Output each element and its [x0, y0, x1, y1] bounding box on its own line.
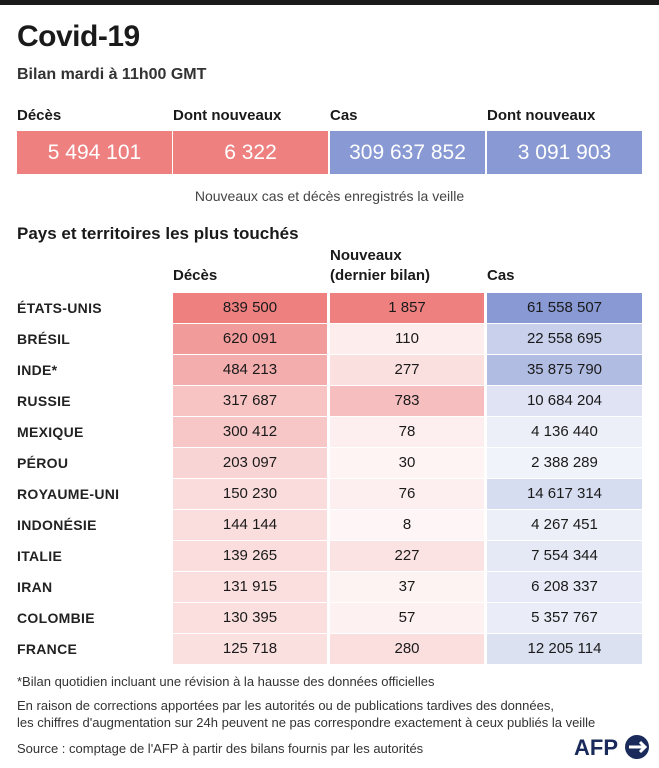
deaths-cell: 125 718	[173, 634, 327, 664]
country-label: PÉROU	[17, 455, 69, 471]
column-header-deaths: Décès	[173, 267, 218, 284]
table-row: ROYAUME-UNI 150 230 76 14 617 314	[0, 479, 659, 510]
column-header-new: Nouveaux (dernier bilan)	[330, 246, 430, 286]
summary-label-cases: Cas	[330, 107, 358, 124]
table-row: RUSSIE 317 687 783 10 684 204	[0, 386, 659, 417]
summary-label-deaths: Décès	[17, 107, 62, 124]
summary-value-cases: 309 637 852	[330, 131, 485, 174]
country-label: ÉTATS-UNIS	[17, 300, 102, 316]
cases-cell: 22 558 695	[487, 324, 642, 354]
country-label: COLOMBIE	[17, 610, 95, 626]
cases-cell: 4 267 451	[487, 510, 642, 540]
country-label: ITALIE	[17, 548, 63, 564]
deaths-cell: 300 412	[173, 417, 327, 447]
footnote-corrections-1: En raison de corrections apportées par l…	[17, 698, 554, 713]
table-row: INDE* 484 213 277 35 875 790	[0, 355, 659, 386]
country-label: MEXIQUE	[17, 424, 84, 440]
table-row: BRÉSIL 620 091 110 22 558 695	[0, 324, 659, 355]
table-row: INDONÉSIE 144 144 8 4 267 451	[0, 510, 659, 541]
new-cell: 57	[330, 603, 484, 633]
afp-logo-text: AFP	[574, 735, 618, 760]
afp-logo-icon: AFP	[574, 735, 649, 760]
deaths-cell: 203 097	[173, 448, 327, 478]
deaths-cell: 144 144	[173, 510, 327, 540]
cases-cell: 10 684 204	[487, 386, 642, 416]
cases-cell: 12 205 114	[487, 634, 642, 664]
column-header-new-line2: (dernier bilan)	[330, 267, 431, 284]
table-row: COLOMBIE 130 395 57 5 357 767	[0, 603, 659, 634]
summary-value-new-cases: 3 091 903	[487, 131, 642, 174]
cases-cell: 2 388 289	[487, 448, 642, 478]
country-label: BRÉSIL	[17, 331, 71, 347]
summary-value-deaths: 5 494 101	[17, 131, 172, 174]
deaths-cell: 317 687	[173, 386, 327, 416]
deaths-cell: 131 915	[173, 572, 327, 602]
new-cell: 76	[330, 479, 484, 509]
deaths-cell: 839 500	[173, 293, 327, 323]
new-cell: 30	[330, 448, 484, 478]
deaths-cell: 620 091	[173, 324, 327, 354]
new-cell: 110	[330, 324, 484, 354]
page-title: Covid-19	[17, 20, 140, 53]
cases-cell: 35 875 790	[487, 355, 642, 385]
cases-cell: 5 357 767	[487, 603, 642, 633]
table-row: ÉTATS-UNIS 839 500 1 857 61 558 507	[0, 293, 659, 324]
deaths-cell: 150 230	[173, 479, 327, 509]
new-cell: 1 857	[330, 293, 484, 323]
column-header-new-line1: Nouveaux	[330, 247, 402, 264]
country-label: IRAN	[17, 579, 53, 595]
new-cell: 78	[330, 417, 484, 447]
table-row: IRAN 131 915 37 6 208 337	[0, 572, 659, 603]
new-cell: 783	[330, 386, 484, 416]
new-cell: 280	[330, 634, 484, 664]
summary-note: Nouveaux cas et décès enregistrés la vei…	[194, 188, 465, 204]
table-title: Pays et territoires les plus touchés	[17, 224, 299, 243]
country-label: INDONÉSIE	[17, 517, 97, 533]
new-cell: 277	[330, 355, 484, 385]
source-note: Source : comptage de l'AFP à partir des …	[17, 741, 424, 756]
country-label: ROYAUME-UNI	[17, 486, 120, 502]
cases-cell: 14 617 314	[487, 479, 642, 509]
new-cell: 37	[330, 572, 484, 602]
cases-cell: 7 554 344	[487, 541, 642, 571]
table-row: ITALIE 139 265 227 7 554 344	[0, 541, 659, 572]
summary-label-new-cases: Dont nouveaux	[487, 107, 596, 124]
cases-cell: 4 136 440	[487, 417, 642, 447]
new-cell: 8	[330, 510, 484, 540]
summary-label-new-deaths: Dont nouveaux	[173, 107, 282, 124]
page-subtitle: Bilan mardi à 11h00 GMT	[17, 66, 207, 83]
table-row: FRANCE 125 718 280 12 205 114	[0, 634, 659, 665]
column-header-cases: Cas	[487, 267, 515, 284]
cases-cell: 61 558 507	[487, 293, 642, 323]
summary-value-new-deaths: 6 322	[173, 131, 328, 174]
table-row: PÉROU 203 097 30 2 388 289	[0, 448, 659, 479]
footnote-revision: *Bilan quotidien incluant une révision à…	[17, 674, 435, 689]
country-label: INDE*	[17, 362, 58, 378]
deaths-cell: 139 265	[173, 541, 327, 571]
country-label: FRANCE	[17, 641, 78, 657]
country-label: RUSSIE	[17, 393, 71, 409]
top-bar	[0, 0, 659, 5]
new-cell: 227	[330, 541, 484, 571]
cases-cell: 6 208 337	[487, 572, 642, 602]
deaths-cell: 130 395	[173, 603, 327, 633]
table-row: MEXIQUE 300 412 78 4 136 440	[0, 417, 659, 448]
footnote-corrections-2: les chiffres d'augmentation sur 24h peuv…	[17, 715, 596, 730]
deaths-cell: 484 213	[173, 355, 327, 385]
